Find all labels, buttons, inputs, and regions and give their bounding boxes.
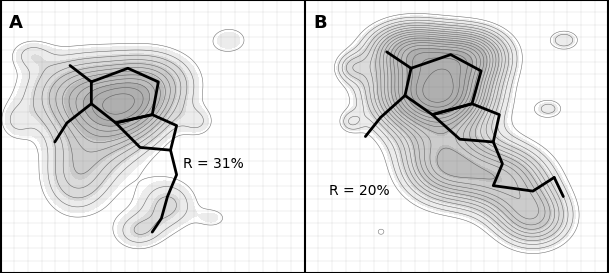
Text: R = 20%: R = 20% bbox=[329, 184, 390, 198]
Text: A: A bbox=[9, 14, 23, 32]
Text: B: B bbox=[314, 14, 327, 32]
Text: R = 31%: R = 31% bbox=[183, 157, 244, 171]
